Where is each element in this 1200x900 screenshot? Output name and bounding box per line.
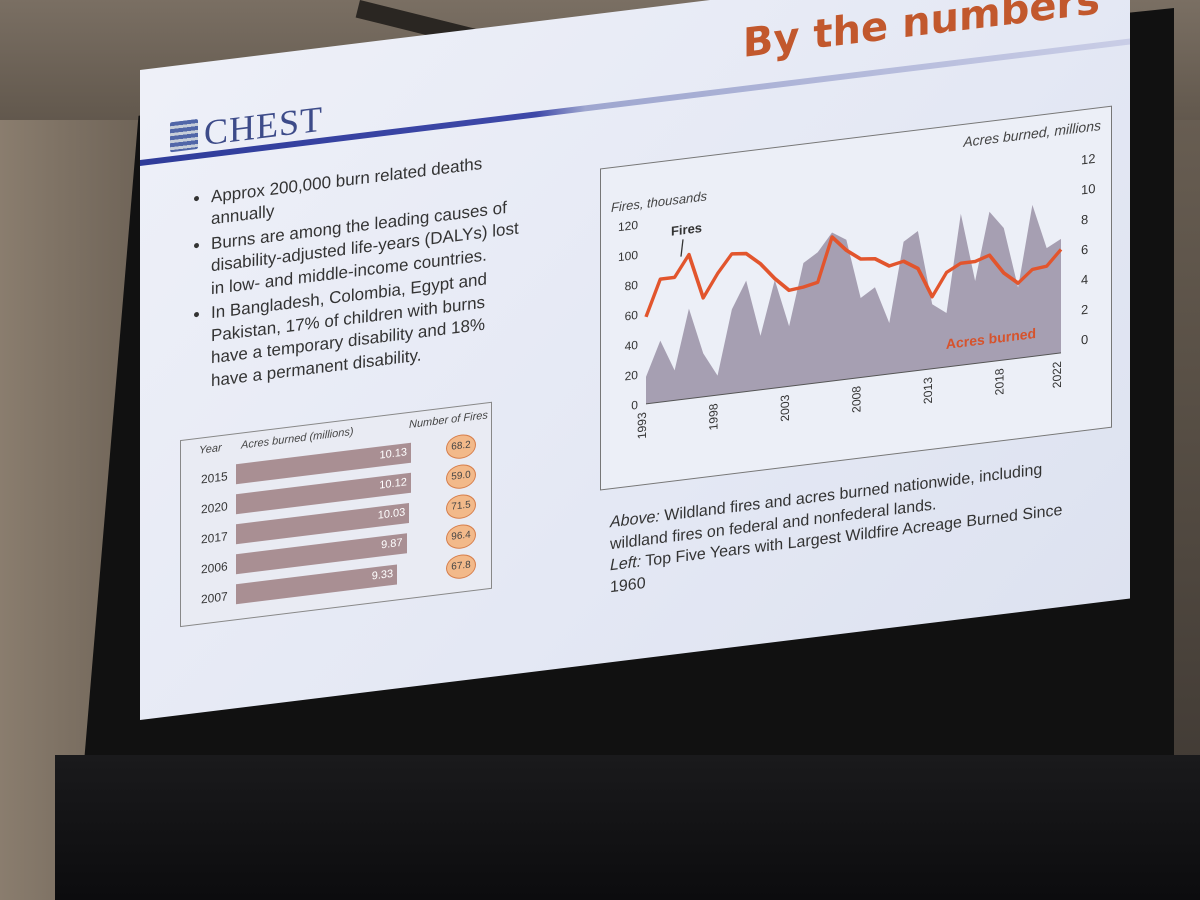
right-axis-label: Acres burned, millions [962,117,1101,150]
x-axis-line [646,352,1061,405]
table-row-year: 2015 [201,469,228,487]
x-tick-label: 2018 [993,367,1007,396]
acres-bar-label: 10.12 [379,476,407,492]
acres-bar-label: 10.13 [379,446,407,462]
right-tick-label: 8 [1081,212,1088,228]
presentation-slide: By the numbers CHEST Approx 200,000 burn… [140,0,1130,720]
table-row-year: 2017 [201,529,228,547]
x-tick-label: 2008 [850,385,864,414]
slide-title: By the numbers [742,0,1100,67]
acres-burned-area [646,204,1061,404]
top-years-table: Year Acres burned (millions) Number of F… [180,401,492,628]
left-tick-label: 60 [625,308,639,324]
chest-logo-icon [170,118,198,153]
right-tick-label: 10 [1081,181,1095,198]
table-row-year: 2020 [201,499,228,517]
left-tick-label: 100 [618,248,638,264]
bullet-list: Approx 200,000 burn related deaths annua… [195,148,525,396]
right-tick-label: 12 [1081,151,1095,168]
fires-count-badge: 59.0 [446,462,476,491]
fires-count-badge: 68.2 [446,432,476,461]
caption-above-label: Above: [610,508,660,532]
right-tick-label: 2 [1081,302,1088,318]
left-tick-label: 80 [625,278,639,294]
acres-bar-label: 10.03 [377,506,406,522]
x-tick-label: 2003 [778,394,792,423]
x-tick-label: 1998 [707,402,721,431]
fires-count-badge: 67.8 [446,552,476,581]
table-header-fires: Number of Fires [409,409,488,431]
right-tick-label: 4 [1081,272,1088,288]
wildfire-chart-svg: Fires, thousands Acres burned, millions 0 2… [611,117,1101,440]
left-tick-label: 20 [625,368,639,384]
caption-left-label: Left: [610,553,642,575]
wildfire-chart: Fires, thousands Acres burned, millions 0 2… [600,105,1112,491]
left-tick-label: 0 [631,398,638,413]
x-tick-label: 2022 [1050,360,1064,389]
left-tick-label: 40 [625,338,639,354]
fires-count-badge: 71.5 [446,492,476,521]
acres-bar-label: 9.33 [371,567,394,583]
fires-count-badge: 96.4 [446,522,476,551]
right-tick-label: 0 [1081,332,1088,348]
fires-annotation-arrow [680,239,684,257]
x-tick-label: 1993 [635,411,649,440]
fires-line [644,235,1063,318]
left-tick-label: 120 [618,218,638,234]
x-tick-label: 2013 [921,376,935,405]
right-tick-label: 6 [1081,242,1088,258]
left-axis-label: Fires, thousands [611,188,707,215]
screen-base [55,755,1200,900]
fires-annotation: Fires [671,220,702,239]
acres-bar-label: 9.87 [381,536,403,552]
table-header-acres: Acres burned (millions) [241,425,354,452]
table-row-year: 2006 [201,559,228,577]
table-row-year: 2007 [201,589,228,607]
table-header-year: Year [199,441,222,457]
